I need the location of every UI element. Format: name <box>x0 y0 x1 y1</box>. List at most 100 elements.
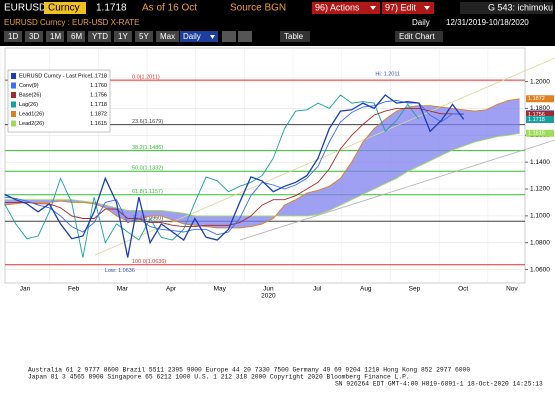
edit-label[interactable]: 97) Edit <box>385 2 417 12</box>
series-line <box>4 99 464 236</box>
fib-label: 100.0(1.0636) <box>132 259 166 265</box>
dropdown-arrow <box>424 6 430 10</box>
x-tick-label: Oct <box>458 286 468 293</box>
legend-box <box>7 69 111 133</box>
range-button[interactable] <box>114 31 132 42</box>
last-value-tag-label: 1.1615 <box>528 131 545 137</box>
last-value-tag-label: 1.1872 <box>528 96 545 102</box>
range-button-label[interactable]: 1M <box>50 32 61 41</box>
y-tick-label: 1.0600 <box>530 266 550 273</box>
last-value-tag <box>526 95 554 103</box>
overlay: Hi: 1.2011 Low: 1.0636 <box>4 72 520 274</box>
legend-name: EURUSD Curncy - Last Price <box>19 73 91 79</box>
x-tick-label: Aug <box>360 286 372 293</box>
frequency[interactable]: Daily <box>183 32 201 41</box>
range-button-label[interactable]: YTD <box>92 32 108 41</box>
x-tick-label: Sep <box>409 286 421 293</box>
legend-swatch <box>11 73 16 79</box>
footer-line: Japan 81 3 4565 8900 Singapore 65 6212 1… <box>28 374 410 381</box>
range-button-label[interactable]: Max <box>160 32 175 41</box>
series-line <box>4 132 520 217</box>
trend-line <box>239 139 555 241</box>
series-line <box>4 107 464 228</box>
legend-swatch <box>11 111 16 117</box>
dropdown-arrow <box>210 35 215 39</box>
y-tick-label: 1.1000 <box>530 213 550 220</box>
function-bg <box>460 2 553 14</box>
range-button-label[interactable]: 1D <box>8 32 18 41</box>
range-button[interactable] <box>25 31 43 42</box>
legend-value: 1.1756 <box>90 92 107 98</box>
fib-label: 23.6(1.1679) <box>132 119 163 125</box>
edit-button[interactable] <box>382 2 434 14</box>
period: Daily <box>412 18 430 27</box>
last-value-tag <box>526 110 554 118</box>
last-value-tag-label: 1.1756 <box>528 112 545 118</box>
x-axis-label: 2020 <box>261 293 276 300</box>
range-button[interactable] <box>156 31 179 42</box>
series-line <box>4 98 520 229</box>
x-tick-label: Mar <box>117 286 129 293</box>
range-button-label[interactable]: 3D <box>29 32 39 41</box>
series-line <box>4 94 420 258</box>
legend-name: Lead1(26) <box>19 111 44 117</box>
last-value-tag-label: 1.1718 <box>528 117 545 123</box>
asset: Curncy <box>48 3 80 14</box>
dropdown-arrow <box>370 6 376 10</box>
range-button[interactable] <box>67 31 85 42</box>
function: G 543: ichimoku <box>488 2 553 12</box>
range-button[interactable] <box>135 31 153 42</box>
range-buttons: 1D 3D 1M 6M YTD 1Y 5Y Max <box>4 31 179 42</box>
y-tick-label: 1.1200 <box>530 186 550 193</box>
icon-button[interactable] <box>222 31 236 42</box>
range-button-label[interactable]: 5Y <box>139 32 149 41</box>
range: 12/31/2019-10/18/2020 <box>446 18 529 27</box>
x-tick-label: May <box>214 286 227 293</box>
x-tick-label: Feb <box>68 286 80 293</box>
x-tick-label: Jun <box>263 286 274 293</box>
range-button[interactable] <box>88 31 111 42</box>
table-button[interactable] <box>280 31 310 42</box>
legend-name: Lead2(26) <box>19 121 44 127</box>
edit-chart-button[interactable] <box>395 31 443 42</box>
legend-value: 1.1872 <box>90 111 107 117</box>
range-button-label[interactable]: 1Y <box>118 32 128 41</box>
edit-chart[interactable]: Edit Chart <box>399 32 435 41</box>
legend-swatch <box>11 120 16 127</box>
fib-label: 61.8(1.1157) <box>132 189 163 195</box>
table[interactable]: Table <box>284 32 304 41</box>
footer-line: SN 926264 EDT GMT-4:00 H819-6891-1 18-Oc… <box>335 381 543 388</box>
x-tick-label: Jan <box>20 286 31 293</box>
legend-swatch <box>11 101 16 108</box>
ichimoku-cloud <box>4 98 520 228</box>
last-value-tag <box>526 115 554 123</box>
actions-button[interactable] <box>312 2 380 14</box>
fib-label: 76.4(1.0960) <box>132 216 163 222</box>
y-tick-label: 1.2000 <box>530 78 550 85</box>
legend-value: 1.1718 <box>90 73 107 79</box>
legend-swatch <box>11 82 16 89</box>
y-tick-label: 1.0800 <box>530 239 550 246</box>
x-tick-label: Jul <box>313 286 322 293</box>
legend-swatch <box>11 92 16 98</box>
annotation: Low: 1.0636 <box>105 268 135 274</box>
as-of: As of 16 Oct <box>142 3 197 14</box>
x-tick-label: Nov <box>506 286 518 293</box>
actions-label[interactable]: 96) Actions <box>315 2 360 12</box>
fib-label: 0.0(1.2011) <box>132 75 160 81</box>
frequency-button[interactable] <box>180 31 218 42</box>
range-button[interactable] <box>46 31 64 42</box>
fib-label: 50.0(1.1332) <box>132 166 163 172</box>
legend-value: 1.1718 <box>90 102 107 108</box>
icon-button[interactable] <box>238 31 252 42</box>
range-button-label[interactable]: 6M <box>71 32 82 41</box>
asset-bg <box>44 2 86 14</box>
annotation: Hi: 1.2011 <box>375 72 400 78</box>
y-tick-label: 1.1400 <box>530 159 550 166</box>
fib-label: 38.2(1.1486) <box>132 145 163 151</box>
last-value-tag <box>526 129 554 137</box>
range-button[interactable] <box>4 31 22 42</box>
price: 1.1718 <box>96 3 127 14</box>
